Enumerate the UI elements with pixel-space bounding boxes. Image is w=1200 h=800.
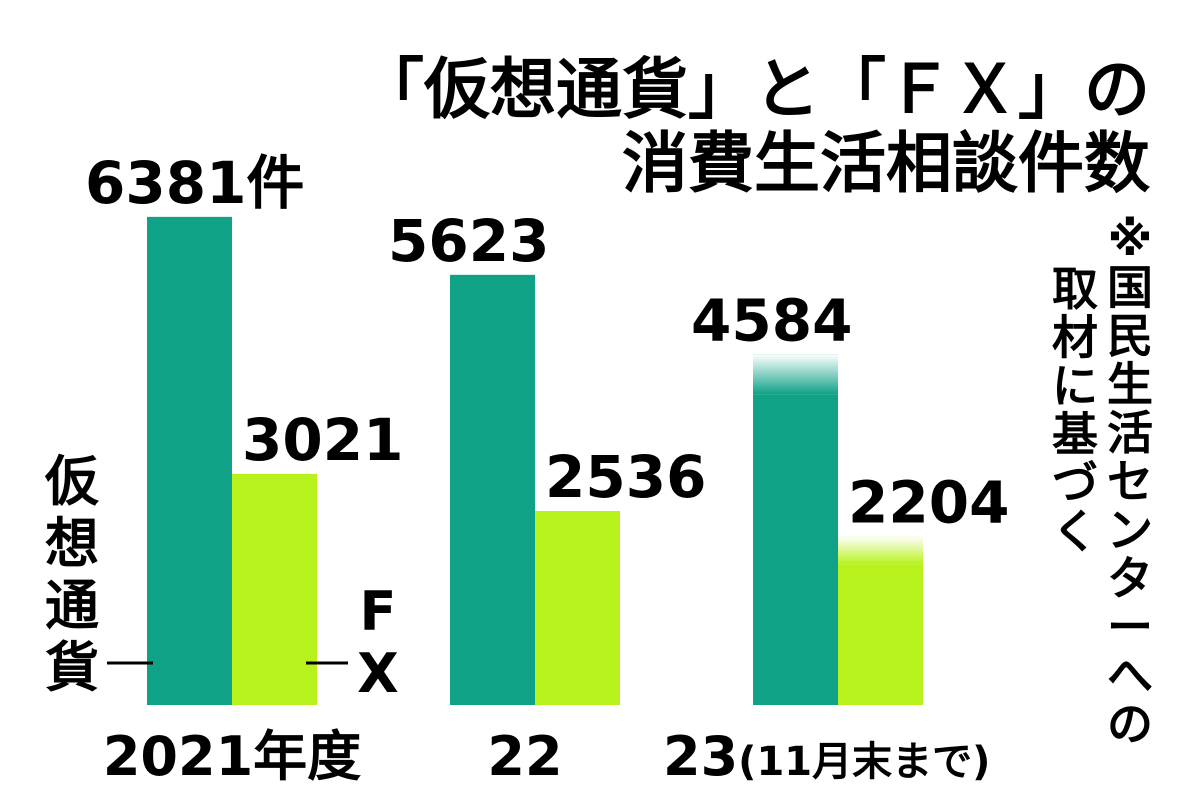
note-column-2: 取材に基づく	[1052, 262, 1098, 559]
value-labels-layer: 6381件 3021 5623 2536 4584 2204	[85, 149, 1009, 537]
value-label-crypto-0: 6381件	[85, 149, 304, 217]
bar-fade-top-1-2	[838, 536, 923, 565]
bar-crypto-2	[753, 354, 838, 705]
category-labels-layer: 2021年度 22 23(11月末まで)	[103, 725, 991, 788]
value-label-fx-2: 2204	[848, 468, 1009, 536]
bar-crypto-0	[147, 216, 232, 705]
category-label-1: 22	[487, 725, 562, 788]
bar-crypto-1	[450, 274, 535, 705]
legend-label-crypto: 仮想通貨	[44, 450, 100, 699]
category-label-0: 2021年度	[103, 725, 361, 788]
bars-layer	[147, 216, 923, 705]
bar-fx-2	[838, 536, 923, 705]
category-suffix-2: (11月末まで)	[738, 739, 990, 785]
chart-title-line-2: 消費生活相談件数	[622, 125, 1150, 202]
note-column-1: ※国民生活センターへの	[1107, 212, 1153, 751]
legend: 仮想通貨 F X	[44, 450, 399, 705]
bar-fx-1	[535, 510, 620, 705]
value-label-fx-0: 3021	[242, 406, 403, 474]
bar-fade-top-0-2	[753, 354, 838, 395]
value-label-fx-1: 2536	[545, 443, 706, 511]
category-label-2: 23(11月末まで)	[663, 725, 990, 788]
value-label-crypto-1: 5623	[388, 207, 549, 275]
bar-fx-0	[232, 473, 317, 705]
value-label-crypto-2: 4584	[691, 286, 852, 354]
chart-title-line-1: 「仮想通貨」と「ＦＸ」の	[358, 51, 1150, 128]
